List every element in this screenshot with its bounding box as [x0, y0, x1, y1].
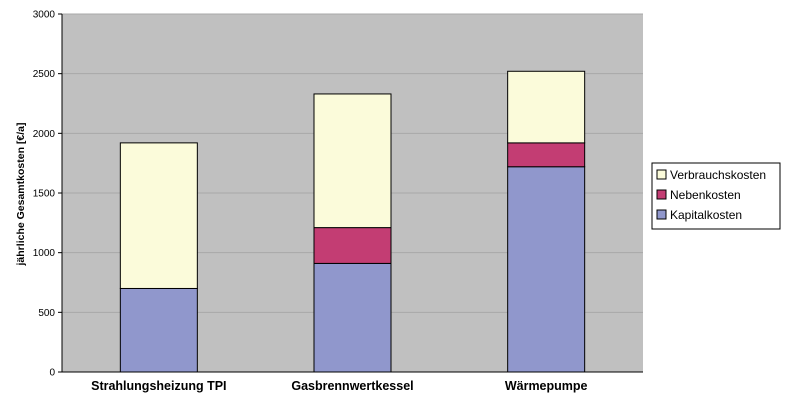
axes — [58, 13, 643, 373]
bar-3-nebenkosten — [507, 142, 586, 168]
y-tick-label-1000: 1000 — [33, 248, 56, 259]
x-tick-label-2: Gasbrennwertkessel — [291, 379, 413, 393]
x-tick-label-1: Strahlungsheizung TPI — [91, 379, 226, 393]
legend-label-verbrauchskosten: Verbrauchskosten — [670, 168, 766, 182]
y-tick-label-0: 0 — [49, 368, 55, 379]
legend-swatch-kapitalkosten — [656, 209, 667, 220]
bar-1-verbrauchskosten — [119, 142, 198, 289]
bar-2-verbrauchskosten — [313, 93, 392, 229]
x-tick-labels: Strahlungsheizung TPI Gasbrennwertkessel W… — [91, 379, 587, 393]
y-tick-label-500: 500 — [38, 308, 55, 319]
legend-label-nebenkosten: Nebenkosten — [670, 188, 741, 202]
legend: Verbrauchskosten Nebenkosten Kapitalkosten — [651, 162, 781, 230]
legend-swatch-nebenkosten — [656, 189, 667, 200]
bar-1-kapitalkosten — [119, 287, 198, 373]
bar-3-kapitalkosten — [507, 166, 586, 373]
bar-2-nebenkosten — [313, 227, 392, 264]
bar-3-verbrauchskosten — [507, 70, 586, 144]
legend-box — [651, 162, 781, 230]
bar-2-kapitalkosten — [313, 262, 392, 373]
y-tick-labels: 0 500 1000 1500 2000 2500 3000 — [33, 10, 56, 379]
y-tick-label-2500: 2500 — [33, 69, 56, 80]
bars — [119, 70, 586, 373]
legend-swatch-verbrauchskosten — [656, 169, 667, 180]
y-tick-label-3000: 3000 — [33, 10, 56, 21]
y-axis-label: jährliche Gesamtkosten [€/a] — [15, 123, 27, 267]
x-tick-label-3: Wärmepumpe — [505, 379, 588, 393]
legend-label-kapitalkosten: Kapitalkosten — [670, 208, 742, 222]
y-tick-label-1500: 1500 — [33, 189, 56, 200]
y-tick-label-2000: 2000 — [33, 129, 56, 140]
